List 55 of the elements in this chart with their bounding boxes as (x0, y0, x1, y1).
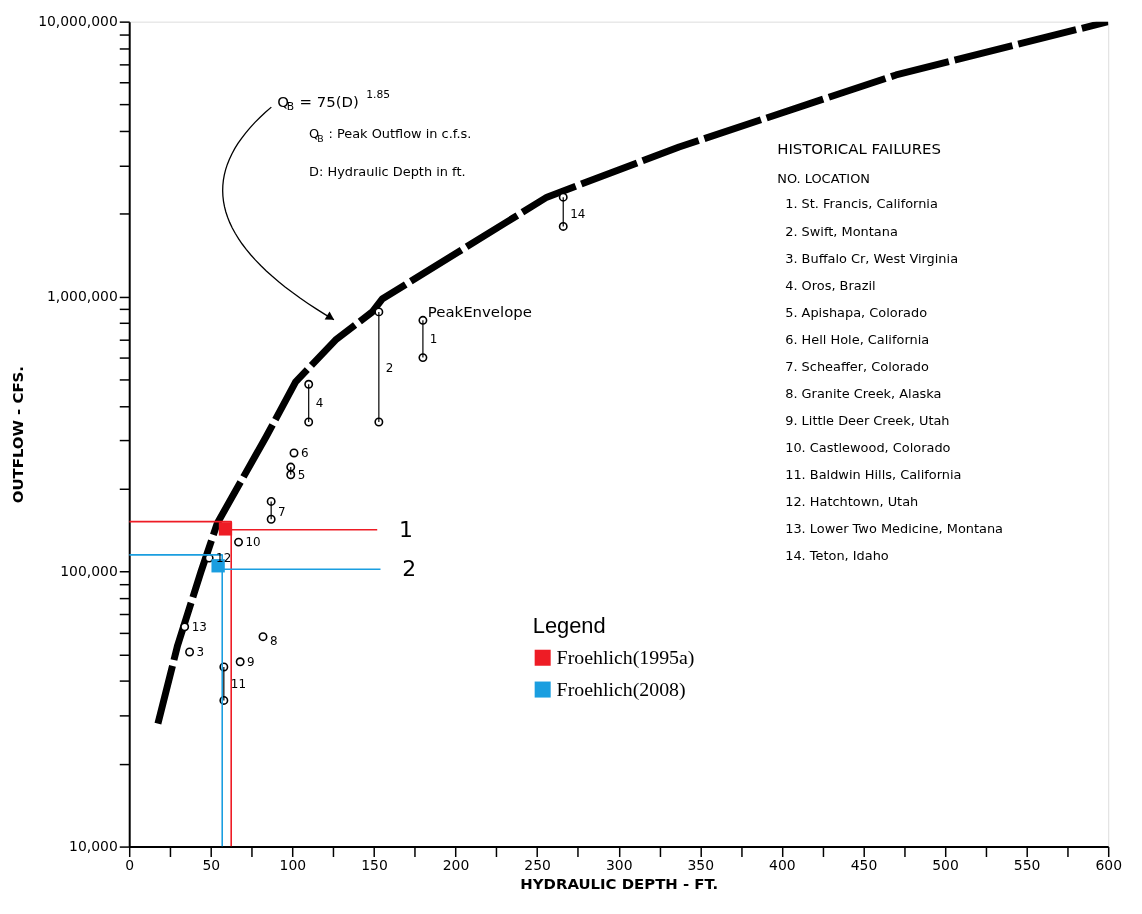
x-tick-label: 250 (524, 856, 551, 873)
annotation: 2. Swift, Montana (785, 223, 898, 239)
x-tick-label: 50 (202, 856, 221, 873)
legend-label: Froehlich(1995a) (556, 645, 695, 669)
annotation: 3. Buffalo Cr, West Virginia (785, 250, 959, 266)
annotation: 6 (300, 445, 309, 460)
annotation: 9. Little Deer Creek, Utah (785, 412, 950, 428)
annotation: 5. Apishapa, Colorado (785, 304, 928, 320)
x-tick-label: 100 (279, 856, 307, 873)
annotation: 10 (245, 535, 261, 550)
annotation: 2 (385, 360, 394, 375)
annotation: 1 (399, 516, 414, 542)
annotation: 10. Castlewood, Colorado (785, 439, 951, 455)
x-tick-label: 300 (605, 856, 633, 873)
annotation: 9 (247, 654, 255, 669)
annotation: 11. Baldwin Hills, California (785, 466, 962, 482)
annotation: 7 (278, 504, 286, 519)
annotation: 8. Granite Creek, Alaska (785, 385, 942, 401)
annotation: NO. LOCATION (777, 170, 870, 186)
annotation: 2 (402, 556, 417, 582)
y-tick-label: 100,000 (60, 563, 118, 580)
x-tick-label: 400 (769, 856, 796, 873)
x-tick-label: 500 (932, 856, 959, 873)
annotation: 1 (429, 332, 438, 347)
x-axis-title: HYDRAULIC DEPTH - FT. (520, 874, 719, 893)
annotation: 4 (315, 396, 324, 411)
annotation: 5 (297, 467, 306, 482)
annotation: 3 (196, 644, 205, 659)
x-tick-label: 350 (687, 856, 715, 873)
y-tick-label: 10,000,000 (38, 13, 118, 30)
annotation: 1. St. Francis, California (785, 196, 938, 212)
annotation: 11 (230, 677, 246, 692)
annotation: 7. Scheaffer, Colorado (785, 358, 930, 374)
x-tick-label: 200 (442, 856, 470, 873)
legend-title: Legend (532, 612, 606, 638)
annotation: 4. Oros, Brazil (785, 277, 876, 293)
annotation: 6. Hell Hole, California (785, 331, 930, 347)
y-tick-label: 1,000,000 (47, 288, 118, 305)
x-tick-label: 550 (1013, 856, 1041, 873)
x-tick-label: 450 (850, 856, 878, 873)
annotation: 14. Teton, Idaho (785, 547, 889, 563)
x-tick-label: 150 (361, 856, 388, 873)
x-tick-label: 0 (125, 856, 135, 873)
legend-label: Froehlich(2008) (556, 677, 686, 701)
annotation: 8 (269, 633, 278, 648)
series-label: PeakEnvelope (427, 302, 532, 321)
annotation: 12. Hatchtown, Utah (785, 493, 919, 509)
x-tick-label: 600 (1095, 856, 1122, 873)
annotation: 13. Lower Two Medicine, Montana (785, 520, 1004, 536)
annotation: HISTORICAL FAILURES (777, 139, 941, 158)
annotation: 13 (191, 619, 207, 634)
y-axis-title: OUTFLOW - CFS. (9, 366, 28, 504)
annotation: D: Hydraulic Depth in ft. (309, 163, 466, 179)
y-tick-label: 10,000 (69, 838, 118, 855)
annotation: 14 (570, 206, 586, 221)
